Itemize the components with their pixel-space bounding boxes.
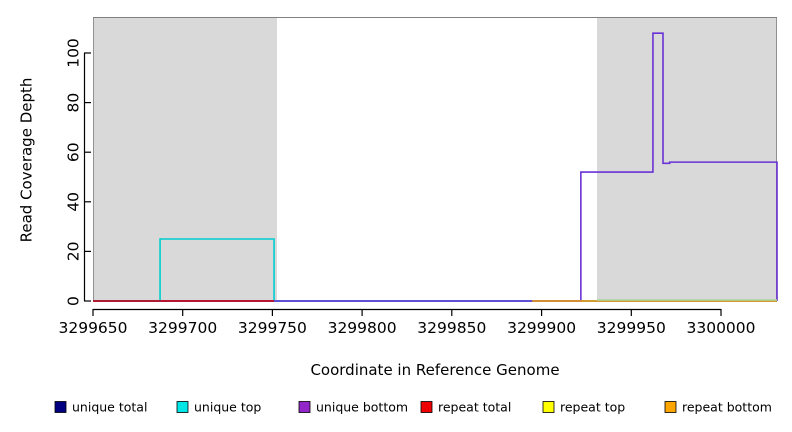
legend-label-unique-total: unique total bbox=[72, 400, 147, 415]
x-tick-label: 3299750 bbox=[238, 319, 307, 337]
y-tick-label: 40 bbox=[65, 192, 83, 212]
y-tick-label: 0 bbox=[65, 296, 83, 306]
shaded-region-left bbox=[93, 17, 277, 301]
legend-swatch-unique-bottom[interactable] bbox=[298, 401, 311, 413]
legend-label-unique-top: unique top bbox=[194, 400, 261, 415]
legend-swatch-unique-total[interactable] bbox=[54, 401, 67, 413]
series-line-unique-bottom bbox=[93, 32, 778, 302]
y-tick-labels: 0 20 40 60 80 100 bbox=[65, 38, 83, 306]
shaded-region-right bbox=[597, 17, 777, 301]
legend-swatch-repeat-total[interactable] bbox=[420, 401, 433, 413]
x-tick-label: 3299900 bbox=[507, 319, 576, 337]
y-tick-label: 60 bbox=[65, 142, 83, 162]
y-tick-label: 80 bbox=[65, 93, 83, 113]
y-axis-title: Read Coverage Depth bbox=[18, 78, 36, 243]
x-axis-ticks bbox=[92, 309, 722, 316]
legend-label-repeat-top: repeat top bbox=[560, 400, 625, 415]
x-tick-label: 3299950 bbox=[597, 319, 666, 337]
x-axis-title: Coordinate in Reference Genome bbox=[310, 361, 559, 379]
x-tick-labels: 3299650 3299700 3299750 3299800 3299850 … bbox=[58, 319, 755, 337]
x-tick-label: 3299800 bbox=[328, 319, 397, 337]
legend-swatch-repeat-top[interactable] bbox=[542, 401, 555, 413]
legend-label-repeat-bottom: repeat bottom bbox=[682, 400, 772, 415]
legend-swatch-unique-top[interactable] bbox=[176, 401, 189, 413]
legend-label-repeat-total: repeat total bbox=[438, 400, 511, 415]
y-tick-label: 20 bbox=[65, 242, 83, 262]
y-axis-ticks bbox=[84, 52, 91, 302]
legend-swatch-repeat-bottom[interactable] bbox=[664, 401, 677, 413]
chart-legend: unique total unique top unique bottom repea… bbox=[54, 400, 772, 415]
data-series-layer bbox=[93, 32, 778, 302]
y-tick-label: 100 bbox=[65, 38, 83, 68]
legend-label-unique-bottom: unique bottom bbox=[316, 400, 408, 415]
x-tick-label: 3300000 bbox=[686, 319, 755, 337]
x-tick-label: 3299700 bbox=[148, 319, 217, 337]
x-tick-label: 3299650 bbox=[58, 319, 127, 337]
x-tick-label: 3299850 bbox=[417, 319, 486, 337]
